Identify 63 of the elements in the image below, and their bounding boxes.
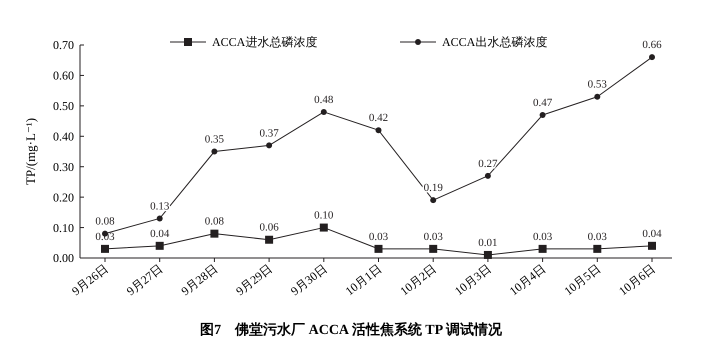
data-label: 0.66: [642, 39, 662, 52]
data-label: 0.37: [259, 127, 280, 140]
data-label: 0.03: [368, 230, 389, 243]
point: [648, 242, 656, 250]
data-label: 0.08: [95, 216, 116, 228]
text: 0.20: [53, 190, 74, 204]
x-tick-label: 9月27日: [124, 261, 166, 298]
legend-label: ACCA出水总磷浓度: [442, 35, 548, 50]
data-label: 0.27: [478, 158, 498, 170]
x-tick-label: 9月28日: [178, 261, 220, 298]
data-label: 0.03: [532, 230, 553, 243]
point: [593, 244, 602, 253]
point: [429, 244, 438, 253]
point: [266, 142, 272, 148]
text: 0.60: [53, 68, 74, 83]
x-tick-label: 10月4日: [506, 261, 548, 298]
data-label: 0.06: [259, 222, 280, 234]
text: 0.70: [53, 38, 74, 52]
point: [156, 242, 164, 250]
data-label: 0.08: [204, 216, 225, 228]
data-label: 0.04: [150, 228, 170, 240]
text: 图7 佛堂污水厂 ACCA 活性焦系统 TP 调试情况: [200, 321, 503, 338]
data-label: 0.48: [314, 94, 334, 106]
point: [540, 112, 546, 118]
data-label: 0.03: [424, 230, 444, 243]
x-tick-label: 10月2日: [397, 261, 440, 298]
point: [649, 54, 655, 60]
point: [538, 244, 547, 253]
data-label: 0.19: [424, 182, 444, 194]
point: [211, 148, 218, 154]
x-tick-label: 10月3日: [452, 261, 494, 298]
data-label: 0.13: [150, 200, 170, 212]
legend-label: ACCA进水总磷浓度: [212, 35, 318, 50]
data-label: 0.10: [314, 210, 334, 222]
data-label: 0.03: [588, 230, 608, 243]
text: 0.50: [53, 99, 74, 114]
data-label: 0.01: [478, 236, 498, 249]
x-tick-label: 10月5日: [561, 261, 604, 298]
x-tick-label: 10月1日: [342, 261, 384, 298]
point: [484, 250, 492, 259]
point: [320, 108, 327, 115]
text: 0.10: [53, 220, 74, 235]
point: [101, 244, 109, 253]
point: [594, 94, 600, 100]
point: [484, 172, 491, 179]
data-label: 0.47: [532, 96, 553, 109]
x-tick-label: 9月30日: [288, 261, 330, 298]
data-label: 0.42: [368, 112, 388, 124]
y-axis-title: TP/(mg·L⁻¹): [23, 118, 38, 186]
point: [376, 127, 382, 134]
data-label: 0.04: [642, 228, 662, 240]
point: [265, 236, 274, 244]
text: 0.40: [53, 129, 74, 144]
point: [374, 244, 382, 253]
text: 0.30: [53, 160, 74, 174]
data-label: 0.35: [204, 134, 225, 146]
point: [320, 224, 328, 232]
point: [210, 230, 218, 238]
data-label: 0.53: [588, 78, 608, 91]
x-tick-label: 10月6日: [616, 261, 658, 298]
point: [156, 215, 163, 222]
x-tick-label: 9月29日: [233, 261, 275, 298]
point: [430, 197, 436, 204]
